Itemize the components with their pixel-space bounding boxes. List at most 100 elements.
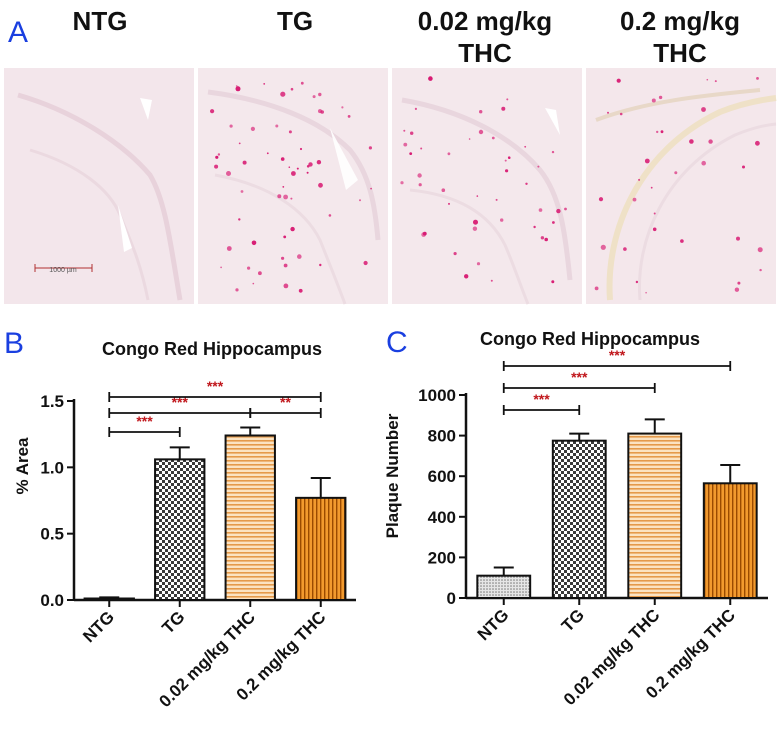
y-tick-label: 200 (428, 548, 456, 567)
plaque-dot (215, 155, 219, 159)
plaque-dot (281, 256, 285, 260)
plaque-dot (370, 187, 372, 190)
y-tick-label: 0.5 (40, 525, 64, 544)
plaque-dot (737, 281, 741, 285)
plaque-dot (297, 254, 302, 259)
y-tick-label: 1.5 (40, 392, 64, 411)
plaque-dot (756, 77, 759, 80)
plaque-dot (235, 85, 238, 87)
plaque-dot (650, 186, 653, 189)
plaque-dot (288, 166, 291, 168)
plaque-dot (251, 240, 257, 246)
significance-label: *** (533, 391, 550, 407)
panel-a-letter: A (8, 16, 28, 49)
panel-b-letter: B (4, 327, 24, 360)
plaque-dot (734, 287, 740, 292)
plaque-dot (653, 212, 656, 215)
plaque-dot (275, 124, 279, 128)
plaque-dot (282, 186, 285, 188)
bar (551, 439, 607, 599)
bar (83, 597, 135, 601)
scale-bar-label: 1000 µm (49, 267, 77, 274)
y-tick-label: 0 (447, 589, 456, 608)
plaque-dot (318, 182, 323, 188)
bar (224, 434, 276, 602)
plaque-dot (210, 109, 215, 114)
plaque-dot (638, 178, 641, 181)
plaque-dot (464, 274, 469, 279)
plaque-dot (644, 158, 650, 164)
significance-label: *** (207, 378, 224, 394)
plaque-dot (544, 237, 548, 242)
bar (154, 458, 206, 601)
micrograph-ntg: 1000 µm (4, 68, 194, 304)
plaque-dot (403, 129, 406, 132)
plaque-dot (533, 225, 536, 229)
micrograph-label-high-dose-line1: 0.2 mg/kg (620, 6, 740, 36)
plaque-dot (490, 279, 493, 282)
plaque-dot (235, 86, 241, 92)
plaque-dot (283, 263, 288, 268)
plaque-dot (291, 171, 296, 176)
micrograph-tg (198, 68, 388, 305)
plaque-dot (308, 162, 313, 167)
plaque-dot (689, 139, 694, 144)
significance-label: *** (136, 413, 153, 429)
plaque-dot (316, 160, 322, 165)
plaque-dot (491, 136, 495, 140)
plaque-dot (280, 91, 286, 97)
plaque-dot (500, 218, 504, 222)
plaque-dot (290, 197, 293, 200)
plaque-dot (674, 171, 678, 175)
significance-label: *** (609, 347, 626, 363)
plaque-dot (359, 199, 361, 202)
micrograph-label-low-dose-line1: 0.02 mg/kg (418, 6, 552, 36)
micrograph-label-low-dose-line2: THC (458, 38, 512, 68)
plaque-dot (504, 159, 507, 162)
significance-label: *** (571, 369, 588, 385)
y-tick-label: 800 (428, 427, 456, 446)
plaque-dot (217, 153, 221, 156)
plaque-dot (537, 165, 540, 168)
plaque-deposits (210, 76, 763, 294)
plaque-dot (478, 129, 484, 135)
plaque-dot (266, 152, 269, 155)
micrograph-low-dose (392, 68, 582, 305)
panel-c-letter: C (386, 326, 408, 359)
plaque-dot (476, 262, 481, 266)
plaque-dot (247, 266, 251, 270)
plaque-dot (290, 226, 295, 232)
plaque-dot (495, 198, 498, 201)
plaque-dot (341, 106, 344, 109)
plaque-dot (538, 208, 543, 212)
plaque-dot (600, 244, 606, 250)
plaque-dot (468, 138, 471, 140)
plaque-dot (420, 147, 423, 150)
plaque-dot (318, 109, 322, 114)
plaque-dot (235, 288, 239, 292)
plaque-dot (288, 130, 292, 134)
plaque-dot (238, 218, 241, 221)
plaque-dot (736, 236, 740, 241)
plaque-dot (300, 81, 304, 85)
plaque-dot (252, 282, 255, 285)
bar (295, 496, 347, 602)
plaque-dot (757, 247, 763, 253)
plaque-dot (226, 246, 232, 251)
plaque-dot (680, 239, 684, 243)
plaque-dot (525, 182, 528, 185)
plaque-dot (428, 76, 433, 81)
plaque-dot (220, 266, 223, 269)
plaque-dot (414, 107, 417, 110)
plaque-dot (714, 80, 717, 83)
plaque-dot (556, 208, 561, 214)
plaque-dot (283, 283, 289, 289)
plaque-dot (651, 98, 656, 103)
plaque-dot (594, 286, 599, 291)
micrograph-high-dose (586, 68, 777, 304)
plaque-dot (319, 263, 322, 267)
plaque-dot (619, 112, 623, 116)
chart-b-ylabel: % Area (13, 437, 32, 495)
plaque-dot (242, 160, 247, 165)
